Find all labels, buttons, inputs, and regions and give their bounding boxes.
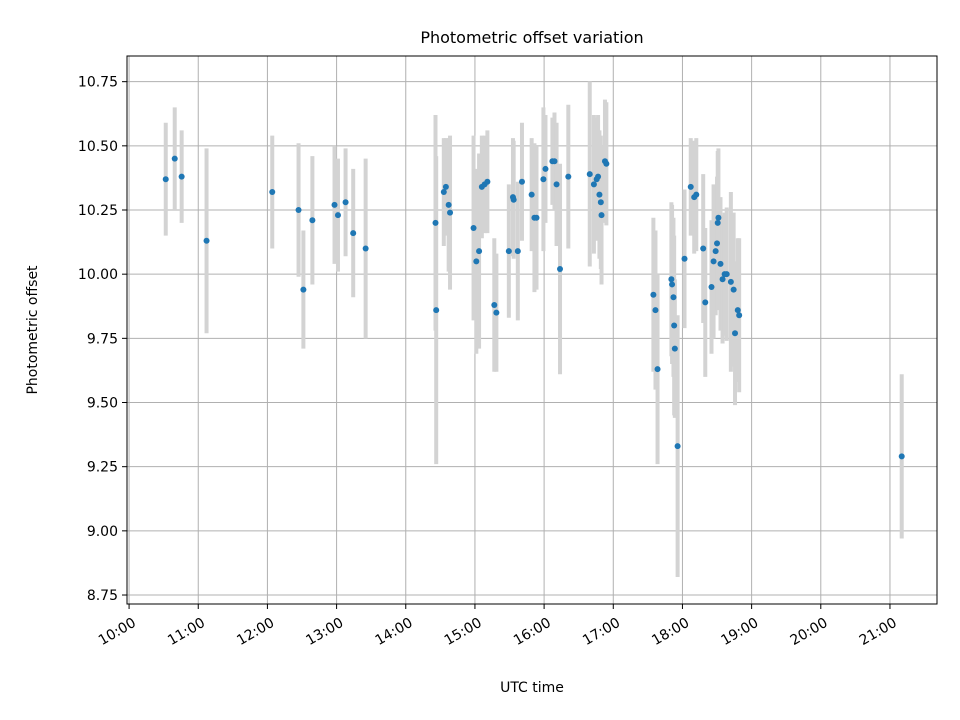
data-point bbox=[553, 181, 560, 188]
data-point bbox=[717, 260, 724, 267]
data-point bbox=[732, 330, 739, 337]
data-point bbox=[362, 245, 369, 252]
data-point bbox=[598, 212, 605, 219]
data-point bbox=[727, 278, 734, 285]
data-point bbox=[700, 245, 707, 252]
data-point bbox=[670, 294, 677, 301]
y-tick-label: 8.75 bbox=[87, 588, 118, 604]
data-point bbox=[470, 224, 477, 231]
y-tick-label: 10.50 bbox=[78, 139, 118, 155]
y-axis: 8.75 9.00 9.25 9.50 9.75 10.00 10.25 10.50 10.75 bbox=[78, 75, 127, 604]
data-point bbox=[203, 237, 210, 244]
y-tick-label: 10.75 bbox=[78, 75, 118, 91]
data-point bbox=[714, 240, 721, 247]
data-point bbox=[350, 230, 357, 237]
data-point bbox=[669, 281, 676, 288]
data-point bbox=[540, 176, 547, 183]
data-point bbox=[603, 160, 610, 167]
data-point bbox=[597, 199, 604, 206]
data-point bbox=[650, 291, 657, 298]
data-point bbox=[476, 248, 483, 255]
data-point bbox=[674, 443, 681, 450]
data-point bbox=[671, 345, 678, 352]
data-point bbox=[586, 171, 593, 178]
data-point bbox=[514, 248, 521, 255]
data-point bbox=[668, 276, 675, 283]
data-point bbox=[590, 181, 597, 188]
data-point bbox=[505, 248, 512, 255]
data-point bbox=[712, 248, 719, 255]
data-point bbox=[736, 312, 743, 319]
data-point bbox=[730, 286, 737, 293]
data-point bbox=[681, 255, 688, 262]
y-tick-label: 10.00 bbox=[78, 267, 118, 283]
data-point bbox=[687, 183, 694, 190]
data-point bbox=[331, 201, 338, 208]
y-tick-label: 10.25 bbox=[78, 203, 118, 219]
data-point bbox=[723, 271, 730, 278]
chart-title: Photometric offset variation bbox=[420, 28, 643, 47]
data-point bbox=[447, 209, 454, 216]
y-axis-label: Photometric offset bbox=[25, 265, 41, 395]
data-point bbox=[300, 286, 307, 293]
data-point bbox=[518, 178, 525, 185]
y-tick-label: 9.25 bbox=[87, 460, 118, 476]
data-point bbox=[671, 322, 678, 329]
data-point bbox=[714, 219, 721, 226]
data-point bbox=[440, 189, 447, 196]
data-point bbox=[484, 178, 491, 185]
data-point bbox=[269, 189, 276, 196]
plot-frame bbox=[126, 55, 938, 605]
data-point bbox=[445, 201, 452, 208]
data-point bbox=[693, 191, 700, 198]
data-point bbox=[171, 155, 178, 162]
data-point bbox=[557, 266, 564, 273]
data-point bbox=[595, 173, 602, 180]
x-axis-label: UTC time bbox=[500, 680, 564, 696]
data-points bbox=[162, 155, 905, 460]
data-point bbox=[715, 214, 722, 221]
data-point bbox=[295, 207, 302, 214]
data-point bbox=[596, 191, 603, 198]
y-tick-label: 9.00 bbox=[87, 524, 118, 540]
data-point bbox=[708, 284, 715, 291]
data-point bbox=[473, 258, 480, 265]
data-point bbox=[432, 219, 439, 226]
data-point bbox=[652, 307, 659, 314]
data-point bbox=[734, 307, 741, 314]
y-tick-label: 9.50 bbox=[87, 396, 118, 412]
data-point bbox=[542, 165, 549, 172]
data-point bbox=[493, 309, 500, 316]
data-point bbox=[491, 301, 498, 308]
data-point bbox=[702, 299, 709, 306]
data-point bbox=[309, 217, 316, 224]
y-tick-label: 9.75 bbox=[87, 331, 118, 347]
data-point bbox=[342, 199, 349, 206]
data-point bbox=[710, 258, 717, 265]
data-point bbox=[719, 276, 726, 283]
data-point bbox=[178, 173, 185, 180]
data-point bbox=[551, 158, 558, 165]
data-point bbox=[533, 214, 540, 221]
data-point bbox=[898, 453, 905, 460]
data-point bbox=[162, 176, 169, 183]
data-point bbox=[442, 183, 449, 190]
data-point bbox=[654, 366, 661, 373]
data-point bbox=[334, 212, 341, 219]
data-point bbox=[528, 191, 535, 198]
data-point bbox=[510, 196, 517, 203]
data-point bbox=[433, 307, 440, 314]
data-point bbox=[565, 173, 572, 180]
